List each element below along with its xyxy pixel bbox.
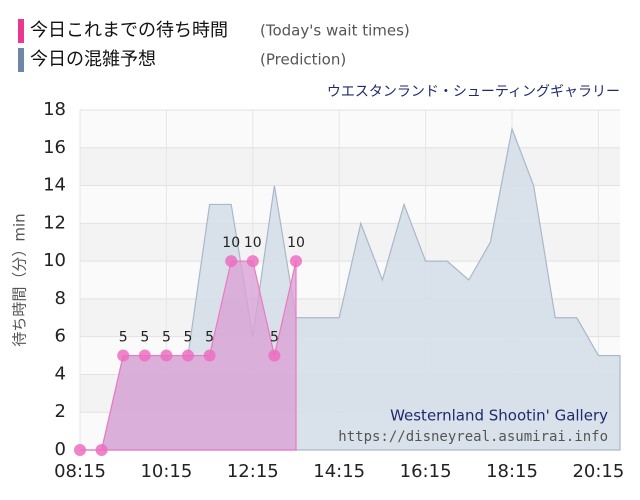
point xyxy=(246,255,259,268)
legend-note: (Today's wait times) xyxy=(260,22,410,40)
x-tick-label: 16:15 xyxy=(400,461,452,482)
grid-band xyxy=(80,147,620,186)
point xyxy=(182,349,194,362)
legend-note: (Prediction) xyxy=(260,51,346,69)
x-tick-label: 20:15 xyxy=(572,461,624,482)
watermark: https://disneyreal.asumirai.info xyxy=(338,429,608,445)
x-tick-label: 18:15 xyxy=(486,461,538,482)
legend-swatch xyxy=(18,19,24,43)
point xyxy=(74,444,86,456)
point xyxy=(95,444,108,456)
x-tick-label: 14:15 xyxy=(313,461,365,482)
x-tick-label: 08:15 xyxy=(54,461,106,482)
legend-label: 今日これまでの待ち時間 xyxy=(30,20,228,41)
y-tick-label: 4 xyxy=(55,363,66,384)
data-label: 5 xyxy=(270,330,279,346)
y-tick-label: 0 xyxy=(55,439,66,460)
point xyxy=(117,349,130,362)
y-tick-label: 2 xyxy=(55,401,66,422)
point xyxy=(225,255,238,268)
point xyxy=(160,349,173,362)
data-label: 10 xyxy=(222,235,240,251)
y-tick-label: 8 xyxy=(55,288,66,309)
y-tick-label: 10 xyxy=(43,250,66,271)
point xyxy=(203,349,216,362)
y-tick-label: 6 xyxy=(55,326,66,347)
y-tick-label: 16 xyxy=(43,137,66,158)
y-axis-label: 待ち時間（分）min xyxy=(11,213,29,346)
legend-label: 今日の混雑予想 xyxy=(30,49,156,70)
x-tick-label: 12:15 xyxy=(227,461,279,482)
grid-band xyxy=(80,110,620,148)
watermark: Westernland Shootin' Gallery xyxy=(390,407,608,425)
x-tick-label: 10:15 xyxy=(140,461,192,482)
y-tick-label: 18 xyxy=(43,99,66,120)
data-label: 5 xyxy=(140,330,149,346)
legend-swatch xyxy=(18,48,24,72)
point xyxy=(138,349,151,362)
data-label: 5 xyxy=(162,330,171,346)
chart-subtitle: ウエスタンランド・シューティングギャラリー xyxy=(327,84,620,100)
data-label: 10 xyxy=(287,235,305,251)
data-label: 5 xyxy=(205,330,214,346)
point xyxy=(290,255,302,268)
point xyxy=(268,349,281,362)
y-tick-label: 14 xyxy=(43,175,66,196)
data-label: 5 xyxy=(119,330,128,346)
data-label: 10 xyxy=(244,235,262,251)
data-label: 5 xyxy=(184,330,193,346)
y-tick-label: 12 xyxy=(43,212,66,233)
